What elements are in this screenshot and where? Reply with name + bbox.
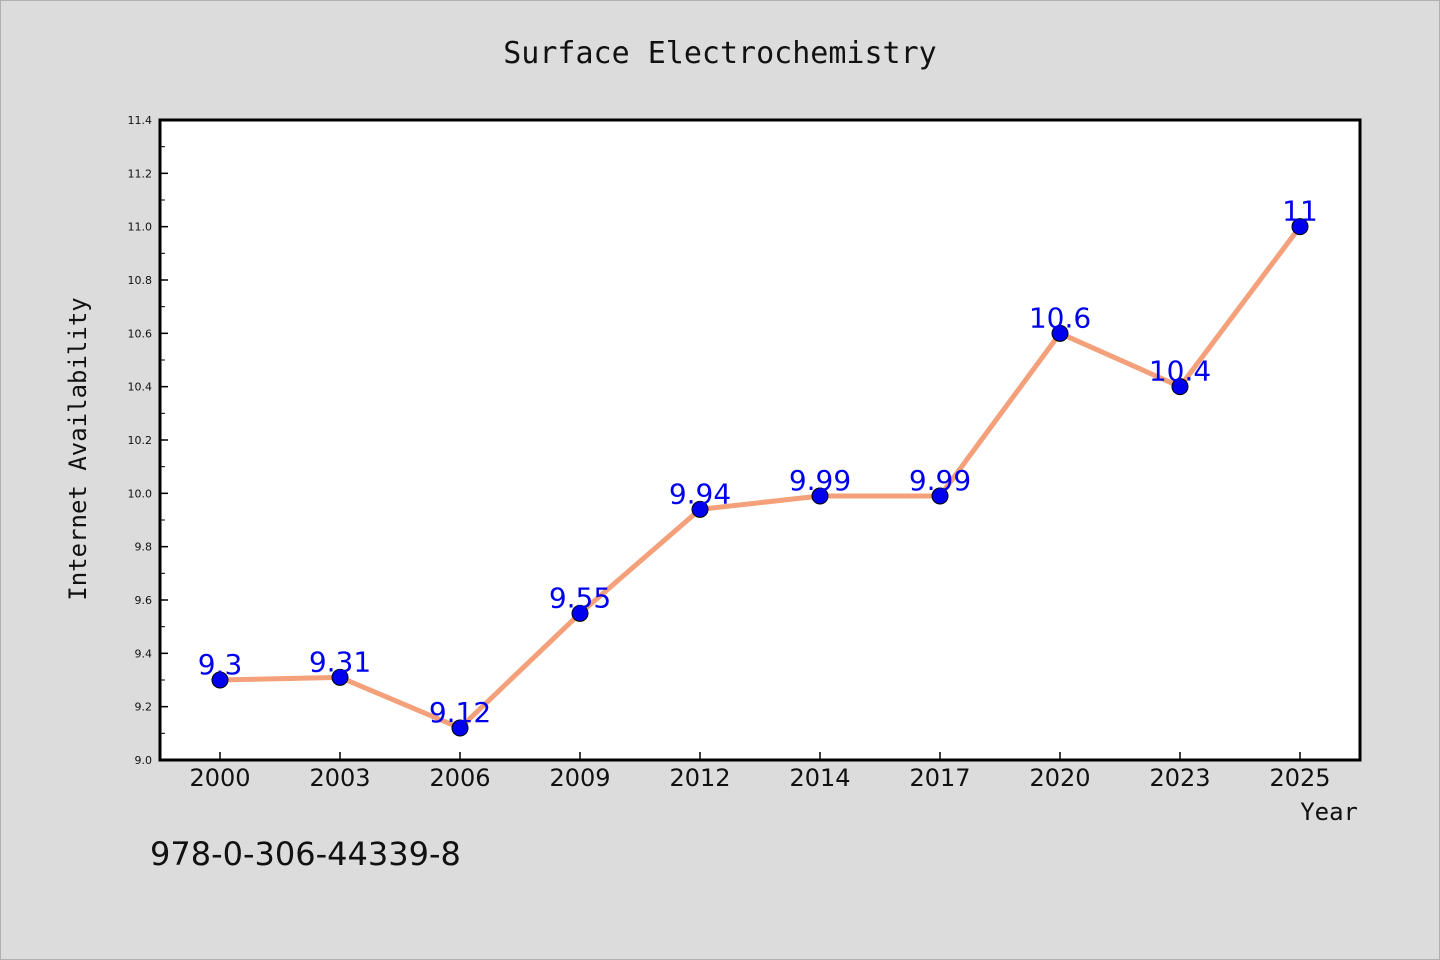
x-tick-label: 2009 xyxy=(549,764,610,792)
data-label: 11 xyxy=(1282,195,1318,228)
data-label: 9.99 xyxy=(909,464,971,497)
data-label: 9.94 xyxy=(669,477,731,510)
data-label: 10.6 xyxy=(1029,301,1091,334)
data-point xyxy=(1171,378,1189,396)
plot-area xyxy=(158,118,1362,762)
y-tick-label: 9.8 xyxy=(135,541,153,554)
x-tick-label: 2020 xyxy=(1029,764,1090,792)
y-tick-label: 10.6 xyxy=(128,327,153,340)
x-tick-label: 2025 xyxy=(1269,764,1330,792)
x-tick-label: 2017 xyxy=(909,764,970,792)
y-tick-label: 9.0 xyxy=(135,754,153,767)
y-axis-label: Internet Availability xyxy=(64,297,92,600)
isbn-annotation: 978-0-306-44339-8 xyxy=(150,835,461,873)
y-tick-label: 9.6 xyxy=(135,594,153,607)
x-tick-label: 2012 xyxy=(669,764,730,792)
data-label: 9.3 xyxy=(198,648,243,681)
x-tick-label: 2023 xyxy=(1149,764,1210,792)
y-tick-label: 10.2 xyxy=(128,434,153,447)
y-tick-label: 9.4 xyxy=(135,647,153,660)
data-point xyxy=(451,719,469,737)
y-tick-label: 10.4 xyxy=(128,381,153,394)
data-point xyxy=(331,668,349,686)
x-axis-label: Year xyxy=(1300,798,1358,826)
y-tick-label: 11.2 xyxy=(128,167,153,180)
data-point xyxy=(691,500,709,518)
x-tick-label: 2003 xyxy=(309,764,370,792)
y-tick-label: 11.0 xyxy=(128,221,153,234)
y-axis: 9.0 9.2 9.4 9.6 9.8 10.0 10.2 10.4 10.6 10.8 11.0 1… xyxy=(128,114,168,767)
data-point xyxy=(931,487,949,505)
data-point xyxy=(811,487,829,505)
data-label: 9.99 xyxy=(789,464,851,497)
y-tick-label: 10.8 xyxy=(128,274,153,287)
x-tick-label: 2006 xyxy=(429,764,490,792)
series-line xyxy=(217,224,1303,731)
x-axis: 2000 2003 2006 2009 2012 2014 2017 2020 2023 2025 xyxy=(189,752,1331,792)
chart-title: Surface Electrochemistry xyxy=(503,36,936,71)
data-point xyxy=(571,604,589,622)
x-tick-label: 2000 xyxy=(189,764,250,792)
x-tick-label: 2014 xyxy=(789,764,850,792)
y-tick-label: 9.2 xyxy=(135,701,153,714)
data-label: 9.55 xyxy=(549,581,611,614)
y-tick-label: 11.4 xyxy=(128,114,153,127)
data-label: 9.31 xyxy=(309,645,371,678)
data-label: 10.4 xyxy=(1149,355,1211,388)
data-point xyxy=(211,671,229,689)
data-point xyxy=(1291,218,1309,236)
data-labels: 9.3 9.31 9.12 9.55 9.94 9.99 9.99 10.6 10.4 11 xyxy=(198,195,1318,729)
series-markers xyxy=(211,218,1309,737)
data-label: 9.12 xyxy=(429,696,491,729)
y-tick-label: 10.0 xyxy=(128,487,153,500)
data-point xyxy=(1051,324,1069,342)
